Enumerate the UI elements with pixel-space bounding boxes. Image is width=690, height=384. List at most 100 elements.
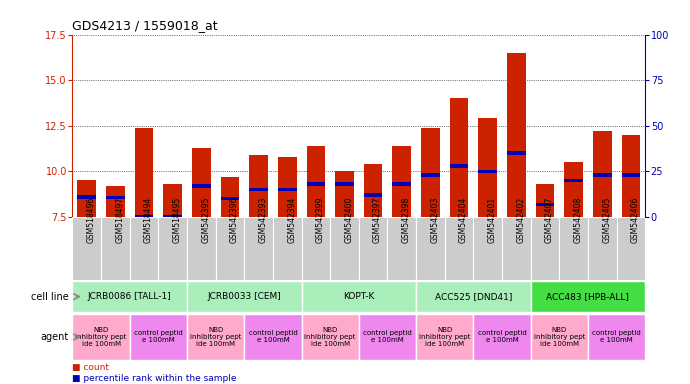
Bar — [535, 184, 554, 217]
Bar — [622, 135, 640, 217]
Bar — [507, 53, 526, 217]
Bar — [302, 217, 331, 280]
Text: ACC483 [HPB-ALL]: ACC483 [HPB-ALL] — [546, 292, 629, 301]
Bar — [502, 217, 531, 280]
Bar — [593, 173, 611, 177]
Bar — [106, 186, 125, 217]
Text: GSM542407: GSM542407 — [545, 197, 554, 243]
Bar — [135, 215, 153, 218]
Text: GSM542402: GSM542402 — [516, 197, 525, 243]
Text: ■ percentile rank within the sample: ■ percentile rank within the sample — [72, 374, 237, 383]
Bar — [507, 151, 526, 155]
Bar — [560, 217, 588, 280]
Bar — [244, 217, 273, 280]
Bar — [216, 217, 244, 280]
Bar — [164, 184, 182, 217]
Text: GSM542394: GSM542394 — [287, 197, 296, 243]
Bar — [72, 217, 101, 280]
Bar — [302, 314, 359, 360]
Text: GSM518497: GSM518497 — [115, 197, 124, 243]
Text: GSM518496: GSM518496 — [87, 197, 96, 243]
Bar — [72, 314, 130, 360]
Bar — [416, 281, 531, 312]
Text: GSM542405: GSM542405 — [602, 197, 611, 243]
Bar — [77, 195, 96, 199]
Bar — [359, 314, 416, 360]
Bar — [249, 188, 268, 191]
Text: control peptid
e 100mM: control peptid e 100mM — [134, 331, 183, 343]
Bar — [531, 217, 560, 280]
Bar — [159, 217, 187, 280]
Text: GSM542400: GSM542400 — [344, 197, 353, 243]
Bar — [101, 217, 130, 280]
Bar — [388, 217, 416, 280]
Bar — [192, 184, 210, 188]
Text: GSM542393: GSM542393 — [259, 197, 268, 243]
Bar — [192, 148, 210, 217]
Text: agent: agent — [41, 332, 69, 342]
Text: NBD
inhibitory pept
ide 100mM: NBD inhibitory pept ide 100mM — [190, 327, 242, 347]
Bar — [421, 127, 440, 217]
Text: GSM542406: GSM542406 — [631, 197, 640, 243]
Bar — [106, 196, 125, 199]
Bar — [335, 182, 354, 186]
Bar — [187, 217, 216, 280]
Bar — [450, 164, 469, 167]
Text: control peptid
e 100mM: control peptid e 100mM — [248, 331, 297, 343]
Text: GSM542399: GSM542399 — [316, 197, 325, 243]
Text: JCRB0086 [TALL-1]: JCRB0086 [TALL-1] — [88, 292, 172, 301]
Bar — [77, 180, 96, 217]
Text: KOPT-K: KOPT-K — [343, 292, 375, 301]
Text: NBD
inhibitory pept
ide 100mM: NBD inhibitory pept ide 100mM — [419, 327, 471, 347]
Bar — [535, 202, 554, 206]
Bar — [187, 281, 302, 312]
Bar — [593, 131, 611, 217]
Bar — [445, 217, 473, 280]
Bar — [278, 188, 297, 191]
Text: control peptid
e 100mM: control peptid e 100mM — [592, 331, 641, 343]
Bar — [273, 217, 302, 280]
Text: GSM542395: GSM542395 — [201, 197, 210, 243]
Bar — [164, 215, 182, 218]
Text: GSM542408: GSM542408 — [573, 197, 582, 243]
Bar — [416, 314, 473, 360]
Bar — [249, 155, 268, 217]
Text: GSM518494: GSM518494 — [144, 197, 153, 243]
Bar — [421, 173, 440, 177]
Bar — [187, 314, 244, 360]
Bar — [364, 194, 382, 197]
Bar — [564, 179, 583, 182]
Bar — [244, 314, 302, 360]
Bar — [306, 182, 325, 186]
Bar — [393, 182, 411, 186]
Bar — [221, 177, 239, 217]
Text: NBD
inhibitory pept
ide 100mM: NBD inhibitory pept ide 100mM — [304, 327, 356, 347]
Text: control peptid
e 100mM: control peptid e 100mM — [477, 331, 526, 343]
Bar — [364, 164, 382, 217]
Bar — [359, 217, 388, 280]
Bar — [416, 217, 445, 280]
Bar — [130, 314, 187, 360]
Bar — [473, 314, 531, 360]
Bar — [564, 162, 583, 217]
Bar — [278, 157, 297, 217]
Text: GSM542403: GSM542403 — [431, 197, 440, 243]
Bar — [450, 98, 469, 217]
Text: cell line: cell line — [31, 291, 69, 302]
Bar — [135, 127, 153, 217]
Text: GSM542401: GSM542401 — [488, 197, 497, 243]
Bar — [130, 217, 159, 280]
Bar — [588, 217, 617, 280]
Bar — [302, 281, 416, 312]
Text: GSM542397: GSM542397 — [373, 197, 382, 243]
Text: ACC525 [DND41]: ACC525 [DND41] — [435, 292, 512, 301]
Bar — [335, 171, 354, 217]
Bar — [531, 314, 588, 360]
Bar — [393, 146, 411, 217]
Bar — [72, 281, 187, 312]
Bar — [531, 281, 645, 312]
Bar — [622, 173, 640, 177]
Text: GDS4213 / 1559018_at: GDS4213 / 1559018_at — [72, 19, 218, 32]
Bar — [478, 119, 497, 217]
Bar — [221, 197, 239, 200]
